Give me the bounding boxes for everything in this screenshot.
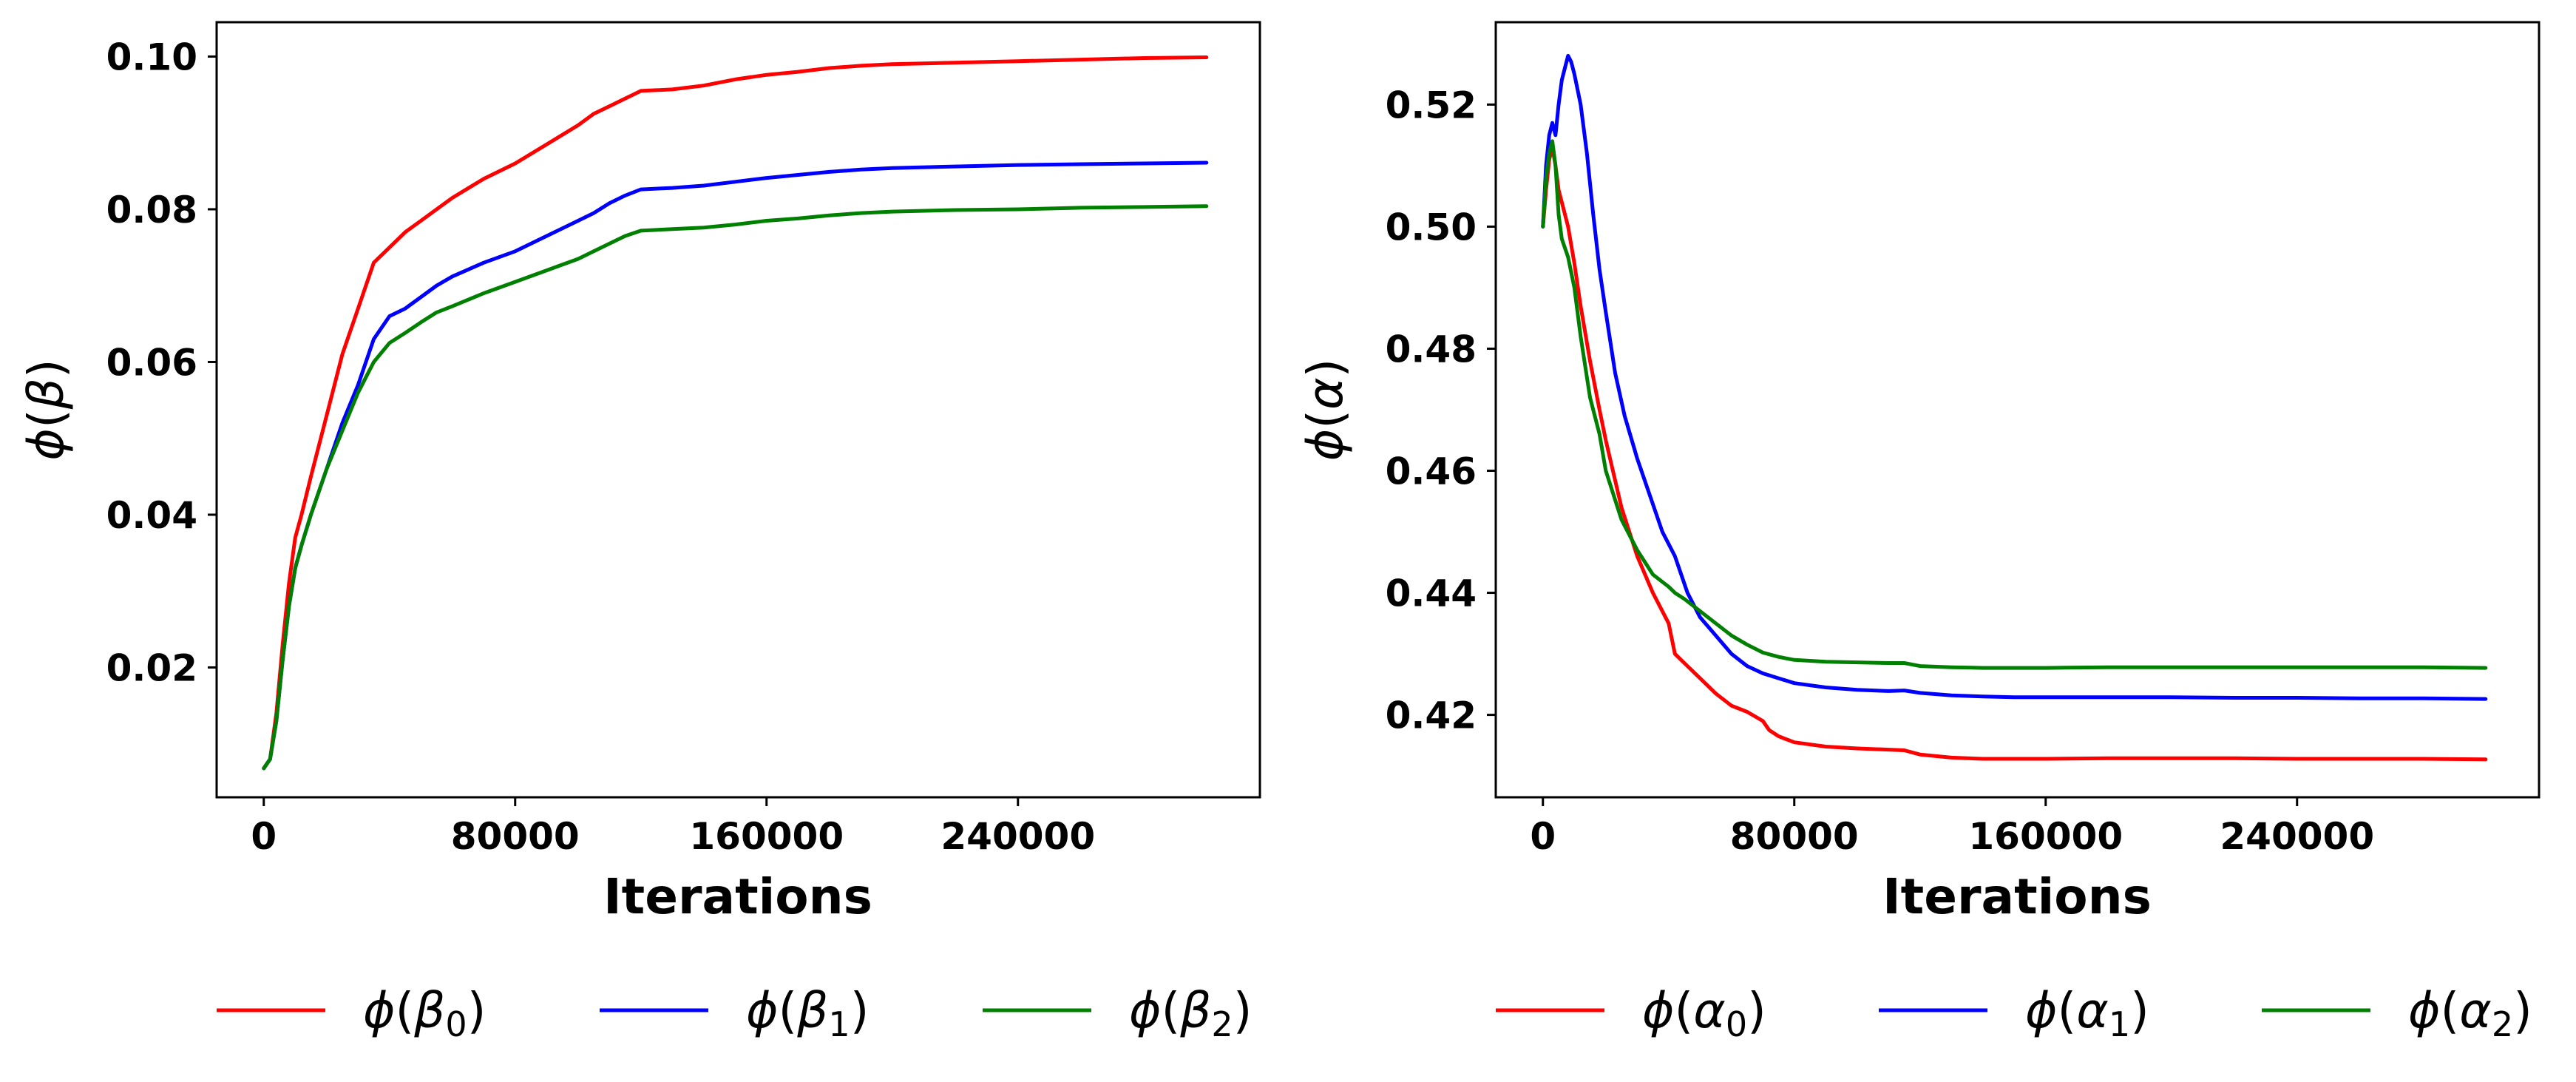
series-line-0	[1541, 145, 2488, 762]
series-line-1	[262, 160, 1209, 771]
series-line-2	[262, 204, 1209, 771]
y-tick-label: 0.10	[106, 35, 197, 78]
series-line-2	[1541, 139, 2488, 670]
series-line-1	[1541, 53, 2488, 701]
y-tick-label: 0.50	[1386, 206, 1477, 248]
y-tick-label: 0.06	[106, 341, 197, 384]
y-tick-label: 0.52	[1386, 84, 1477, 126]
x-tick-label: 80000	[1730, 815, 1859, 858]
series-line-0	[262, 55, 1209, 771]
y-axis-label-symbol: α	[1297, 377, 1354, 410]
legend-label-0: ϕ(α0)	[1642, 982, 1766, 1044]
y-tick-label: 0.02	[106, 646, 197, 689]
x-axis-label: Iterations	[603, 868, 872, 925]
y-tick-label: 0.42	[1386, 694, 1477, 737]
x-tick-label: 160000	[1968, 815, 2123, 858]
plot-area-beta	[262, 55, 1209, 771]
panel-beta: 0 80000 160000 240000 0.02 0.04 0.06 0.08 0.10 I…	[18, 21, 1261, 1044]
legend-label-0: ϕ(β0)	[363, 982, 486, 1044]
x-tick-label: 0	[1530, 815, 1556, 858]
plot-area-alpha	[1541, 53, 2488, 762]
ticks-beta: 0 80000 160000 240000 0.02 0.04 0.06 0.08 0.10	[106, 35, 1096, 858]
legend-alpha: ϕ(α0) ϕ(α1) ϕ(α2)	[1496, 982, 2532, 1044]
x-tick-label: 240000	[2220, 815, 2374, 858]
x-axis-label: Iterations	[1882, 868, 2152, 925]
x-tick-label: 240000	[940, 815, 1095, 858]
x-tick-label: 160000	[689, 815, 844, 858]
legend-label-2: ϕ(β2)	[1129, 982, 1252, 1044]
y-tick-label: 0.04	[106, 494, 197, 537]
legend-beta: ϕ(β0) ϕ(β1) ϕ(β2)	[217, 982, 1252, 1044]
y-axis-label: ϕ(β)	[18, 359, 75, 460]
ticks-alpha: 0 80000 160000 240000 0.42 0.44 0.46 0.48 0.50 0.…	[1386, 84, 2375, 858]
x-tick-label: 0	[251, 815, 277, 858]
legend-label-2: ϕ(α2)	[2408, 982, 2532, 1044]
y-tick-label: 0.08	[106, 189, 197, 231]
panel-alpha: 0 80000 160000 240000 0.42 0.44 0.46 0.48 0.50 0.…	[1297, 21, 2541, 1044]
legend-label-1: ϕ(α1)	[2025, 982, 2149, 1044]
y-axis-label-symbol: β	[18, 378, 75, 410]
x-tick-label: 80000	[451, 815, 580, 858]
y-tick-label: 0.48	[1386, 328, 1477, 371]
y-tick-label: 0.46	[1386, 450, 1477, 493]
axes-frame-beta	[215, 21, 1261, 799]
y-axis-label: ϕ(α)	[1297, 359, 1354, 461]
y-tick-label: 0.44	[1386, 572, 1477, 615]
legend-label-1: ϕ(β1)	[746, 982, 869, 1044]
axes-frame-alpha	[1494, 21, 2541, 799]
